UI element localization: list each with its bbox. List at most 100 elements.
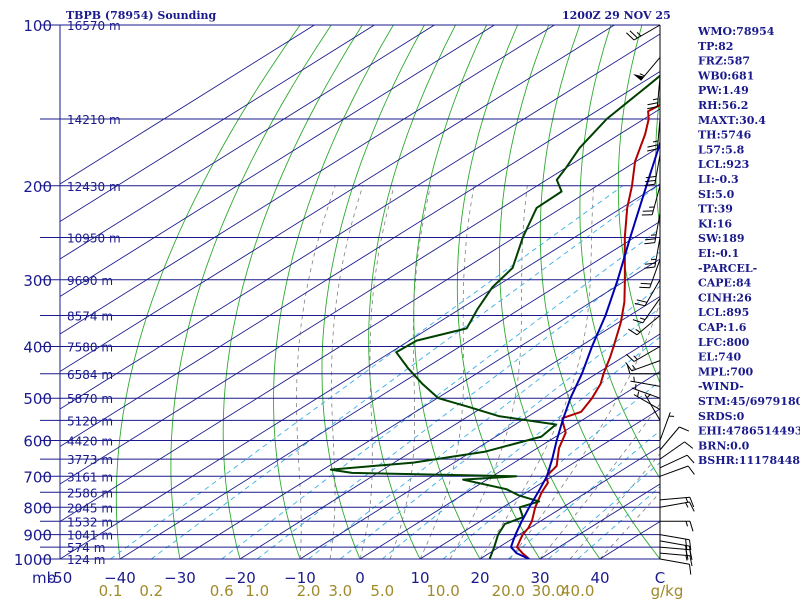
wind-barb-flag <box>689 564 692 575</box>
moist-adiabat-line <box>539 403 660 559</box>
height-label: 9690 m <box>67 274 113 288</box>
mixing-ratio-label: 1.0 <box>245 582 269 600</box>
height-label: 5120 m <box>67 414 113 428</box>
mixing-ratio-label: 0.1 <box>99 582 123 600</box>
wind-barb <box>659 534 692 551</box>
wind-barb <box>659 465 695 477</box>
wind-barb-staff <box>636 315 661 336</box>
mixing-ratio-label: 0.2 <box>139 582 163 600</box>
pressure-tick-label: 300 <box>23 272 52 290</box>
height-label: 574 m <box>67 541 105 555</box>
wind-barb-staff <box>659 540 690 547</box>
wind-barb <box>659 426 690 451</box>
wind-barb-staff <box>659 552 690 557</box>
index-line: TP:82 <box>698 40 733 53</box>
wind-barb-staff <box>659 454 688 469</box>
wind-barb-staff <box>659 412 671 441</box>
index-line: LI:-0.3 <box>698 173 739 186</box>
pressure-unit-label: mb <box>32 569 56 587</box>
wind-barb-flag <box>689 539 692 551</box>
height-label: 16570 m <box>67 19 121 33</box>
pressure-tick-label: 500 <box>23 390 52 408</box>
wind-barb-flag <box>636 299 648 303</box>
wind-barb-staff <box>659 496 690 501</box>
height-label: 2045 m <box>67 501 113 515</box>
wind-barb-staff <box>642 298 661 324</box>
wind-barb <box>641 185 661 216</box>
wind-barb <box>626 24 661 41</box>
wind-barb-staff <box>633 346 661 362</box>
height-label: 10950 m <box>67 232 121 246</box>
temperature-tick-label: −30 <box>164 569 196 587</box>
height-label: 5870 m <box>67 392 113 406</box>
index-line: WMO:78954 <box>697 25 775 38</box>
temperature-tick-label: 20 <box>470 569 489 587</box>
isotherm-line <box>299 333 660 559</box>
wind-barb <box>644 213 661 245</box>
wind-barb-half-flag <box>639 317 646 321</box>
wind-barb-flag <box>645 262 656 265</box>
height-label: 3773 m <box>67 453 113 467</box>
wind-barb <box>659 552 693 567</box>
isotherm-line <box>60 25 495 298</box>
wind-barb-flag <box>689 521 694 532</box>
wind-barb <box>628 315 661 336</box>
wind-barb-staff <box>654 154 661 185</box>
index-line: WB0:681 <box>697 69 754 82</box>
index-line: SW:189 <box>698 232 745 245</box>
isotherm-line <box>60 70 660 448</box>
isotherm-line <box>119 220 660 559</box>
wind-barb-half-flag <box>685 502 689 508</box>
isotherm-line <box>60 108 660 485</box>
index-line: BSHR:11178448970 <box>698 454 800 467</box>
wind-barb-staff <box>659 465 689 477</box>
wind-barb-half-flag <box>685 555 688 561</box>
height-label: 3161 m <box>67 470 113 484</box>
wind-barb-flag <box>685 539 688 550</box>
wind-barb-half-flag <box>652 98 659 101</box>
wind-barb-flag <box>632 319 643 324</box>
chart-datetime: 1200Z 29 NOV 25 <box>562 9 671 22</box>
wind-barb-flag <box>689 501 695 512</box>
mixing-ratio-label: 3.0 <box>328 582 352 600</box>
wind-barb-staff <box>631 360 661 372</box>
mixing-ratio-label: 5.0 <box>370 582 394 600</box>
pressure-tick-label: 900 <box>23 527 52 545</box>
wind-barb-flag <box>689 497 695 508</box>
height-label: 1041 m <box>67 529 113 543</box>
wind-barb-staff <box>644 279 661 307</box>
wind-barb-staff <box>640 57 661 81</box>
wind-barb-flag <box>647 106 658 110</box>
wind-barb-flag <box>687 465 695 475</box>
index-line: STM:45/69791800 <box>698 395 800 408</box>
index-line: EL:740 <box>698 351 741 364</box>
pressure-tick-label: 400 <box>23 339 52 357</box>
mixing-ratio-label: 20.0 <box>492 582 525 600</box>
pressure-tick-label: 1000 <box>14 551 52 569</box>
index-line: TT:39 <box>698 203 733 216</box>
moist-adiabat-line <box>569 452 660 559</box>
wind-barb <box>659 501 695 512</box>
moist-adiabat-line <box>296 185 336 559</box>
wind-barb <box>659 496 695 508</box>
wind-barb-flag <box>647 144 658 148</box>
height-label: 8574 m <box>67 310 113 324</box>
wind-barb <box>631 384 661 399</box>
index-line: EI:-0.1 <box>698 247 739 260</box>
mixing-ratio-line <box>256 251 660 559</box>
index-line: CINH:26 <box>698 291 752 304</box>
isotherm-line <box>419 408 660 559</box>
height-label: 4420 m <box>67 435 113 449</box>
mixing-ratio-label: 2.0 <box>297 582 321 600</box>
wind-barb-staff <box>659 501 690 508</box>
isotherm-line <box>359 370 660 559</box>
wind-barb-flag <box>626 32 635 41</box>
pressure-tick-label: 100 <box>23 17 52 35</box>
isotherm-line <box>479 445 660 559</box>
wind-barb-staff <box>659 426 680 451</box>
index-line: MAXT:30.4 <box>698 114 766 127</box>
wind-barb-pennant <box>633 74 644 81</box>
wind-barb <box>659 441 694 460</box>
wind-barb-flag <box>647 148 658 152</box>
